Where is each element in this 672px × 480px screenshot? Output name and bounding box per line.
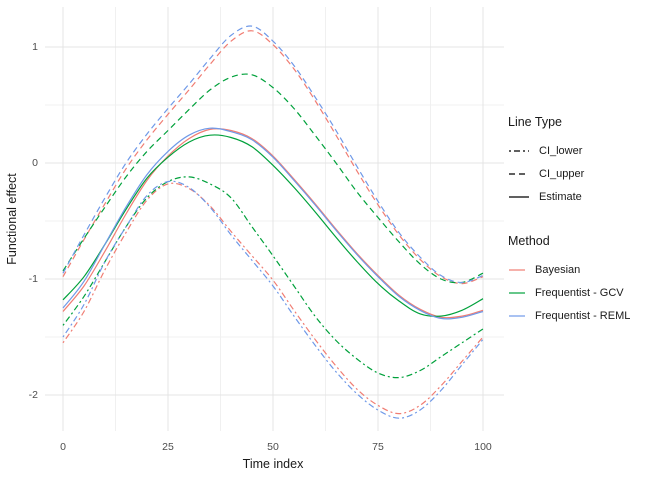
- legend-label: Frequentist - REML: [535, 309, 631, 322]
- x-tick-label: 100: [474, 441, 492, 453]
- series-line-bayesian-ci-upper: [62, 30, 484, 285]
- series-line-frequentist-gcv-ci-upper: [62, 73, 484, 284]
- series-line-frequentist-gcv-estimate: [62, 134, 484, 317]
- x-tick-label: 25: [162, 441, 174, 453]
- frequentist-gcv-key-icon: [509, 291, 525, 294]
- legend: Line Type CI_lower CI_upper Estimate Met…: [508, 115, 672, 327]
- x-axis-title: Time index: [242, 457, 304, 471]
- x-tick-label: 0: [60, 441, 66, 453]
- legend-label: CI_upper: [539, 167, 585, 180]
- legend-item-frequentist-reml: Frequentist - REML: [508, 304, 672, 327]
- series-line-bayesian-ci-lower: [62, 182, 484, 415]
- legend-item-ci-upper: CI_upper: [508, 162, 672, 185]
- series-line-frequentist-reml-estimate: [62, 127, 484, 320]
- series-line-frequentist-reml-ci-upper: [62, 25, 484, 284]
- legend-item-estimate: Estimate: [508, 185, 672, 208]
- ci-lower-key-icon: [509, 149, 529, 152]
- y-tick-label: 1: [32, 41, 38, 53]
- bayesian-key-icon: [509, 268, 525, 271]
- legend-item-ci-lower: CI_lower: [508, 139, 672, 162]
- legend-label: Bayesian: [535, 263, 581, 276]
- legend-group-method: Method Bayesian Frequentist - GCV Freque…: [508, 234, 672, 327]
- y-tick-label: 0: [32, 157, 38, 169]
- legend-label: Estimate: [539, 190, 582, 203]
- frequentist-reml-key-icon: [509, 314, 525, 317]
- legend-label: CI_lower: [539, 144, 583, 157]
- x-tick-label: 50: [267, 441, 279, 453]
- legend-title-line-type: Line Type: [508, 115, 562, 129]
- legend-group-line-type: Line Type CI_lower CI_upper Estimate: [508, 115, 672, 208]
- y-tick-label: -1: [28, 273, 38, 285]
- ci-upper-key-icon: [509, 172, 529, 175]
- series-line-frequentist-reml-ci-lower: [62, 180, 484, 419]
- legend-title-method: Method: [508, 234, 550, 248]
- y-tick-label: -2: [28, 389, 38, 401]
- legend-item-bayesian: Bayesian: [508, 258, 672, 281]
- series-line-bayesian-estimate: [62, 128, 484, 319]
- x-tick-label: 75: [372, 441, 384, 453]
- estimate-key-icon: [509, 195, 529, 198]
- legend-label: Frequentist - GCV: [535, 286, 624, 299]
- legend-item-frequentist-gcv: Frequentist - GCV: [508, 281, 672, 304]
